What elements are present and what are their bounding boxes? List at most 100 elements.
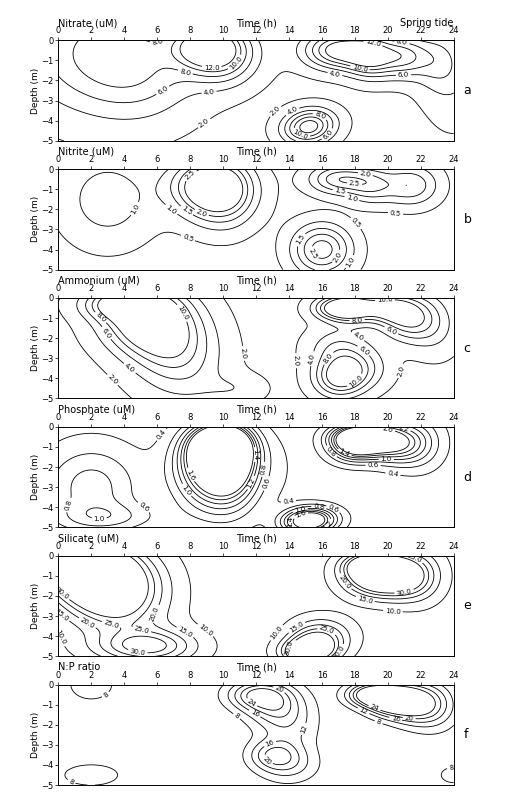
Text: 20.0: 20.0 <box>79 616 96 629</box>
Text: 12.0: 12.0 <box>365 38 381 48</box>
Text: 8: 8 <box>102 691 110 699</box>
Text: 1.5: 1.5 <box>334 187 346 195</box>
Y-axis label: Depth (m): Depth (m) <box>31 67 40 113</box>
Text: 0.8: 0.8 <box>64 499 74 511</box>
Text: 16: 16 <box>390 715 401 722</box>
Text: 0.5: 0.5 <box>350 217 362 229</box>
Text: 20.0: 20.0 <box>338 574 352 590</box>
Text: 10.0: 10.0 <box>176 305 189 321</box>
Text: 1.2: 1.2 <box>246 477 257 489</box>
Text: 1.0: 1.0 <box>346 194 358 203</box>
Text: 0.6: 0.6 <box>262 477 272 490</box>
Text: 2.0: 2.0 <box>359 170 372 178</box>
Text: 8: 8 <box>233 713 240 720</box>
Text: 6.0: 6.0 <box>101 327 112 339</box>
Text: 10.0: 10.0 <box>385 607 401 615</box>
Y-axis label: Depth (m): Depth (m) <box>31 196 40 243</box>
Text: 1.4: 1.4 <box>252 449 259 460</box>
Text: 6.0: 6.0 <box>357 345 370 356</box>
Text: N:P ratio: N:P ratio <box>58 662 100 672</box>
Text: 15.0: 15.0 <box>288 620 305 634</box>
Text: 6.0: 6.0 <box>322 128 334 141</box>
Text: 1.6: 1.6 <box>186 469 196 481</box>
Text: b: b <box>463 213 472 226</box>
Text: 2.0: 2.0 <box>396 365 405 377</box>
Text: 8.0: 8.0 <box>322 352 334 364</box>
Text: Time (h): Time (h) <box>236 662 276 672</box>
Text: 8.0: 8.0 <box>179 67 192 76</box>
Text: Nitrite (uM): Nitrite (uM) <box>58 147 115 157</box>
Text: 25.0: 25.0 <box>133 625 150 634</box>
Text: 8.0: 8.0 <box>351 317 363 324</box>
Text: 8: 8 <box>449 764 454 771</box>
Text: 1.2: 1.2 <box>321 519 333 531</box>
Text: 16: 16 <box>265 739 275 748</box>
Text: a: a <box>463 84 472 97</box>
Text: 10.0: 10.0 <box>348 374 364 389</box>
Text: 2.5: 2.5 <box>308 247 318 259</box>
Text: 1.4: 1.4 <box>287 515 294 527</box>
Text: 0.4: 0.4 <box>387 470 399 478</box>
Text: 0.6: 0.6 <box>327 504 340 514</box>
Text: 2.0: 2.0 <box>240 347 247 359</box>
Text: 0.6: 0.6 <box>137 501 150 513</box>
Text: 8: 8 <box>68 778 75 785</box>
Text: 4.0: 4.0 <box>329 70 341 78</box>
Text: Silicate (uM): Silicate (uM) <box>58 534 120 543</box>
Text: 4.0: 4.0 <box>352 331 364 342</box>
Text: 6.0: 6.0 <box>385 325 397 335</box>
Text: 0.8: 0.8 <box>313 504 325 511</box>
Text: 30.0: 30.0 <box>129 648 146 657</box>
Text: 24: 24 <box>246 698 257 708</box>
Text: 15.0: 15.0 <box>177 626 194 638</box>
Text: 4.0: 4.0 <box>203 89 215 96</box>
Text: 1.2: 1.2 <box>397 424 410 433</box>
Y-axis label: Depth (m): Depth (m) <box>31 583 40 629</box>
Text: 0.4: 0.4 <box>282 498 295 505</box>
Text: Time (h): Time (h) <box>236 147 276 157</box>
Text: 2.5: 2.5 <box>349 180 360 187</box>
Text: 4.0: 4.0 <box>124 362 136 374</box>
Text: 10.0: 10.0 <box>269 625 284 641</box>
Text: 8.0: 8.0 <box>396 38 408 46</box>
Text: 8: 8 <box>375 718 382 726</box>
Text: d: d <box>463 470 472 484</box>
Text: 1.0: 1.0 <box>381 456 392 462</box>
Text: 20: 20 <box>274 684 284 694</box>
Text: 0.4: 0.4 <box>156 428 167 441</box>
Text: 0.8: 0.8 <box>260 463 268 475</box>
Text: 8.0: 8.0 <box>151 37 163 45</box>
Text: 15.0: 15.0 <box>357 595 374 604</box>
Text: 10.0: 10.0 <box>377 297 393 304</box>
Text: 20.0: 20.0 <box>149 605 160 622</box>
Text: 0.6: 0.6 <box>368 462 379 469</box>
Text: 6.0: 6.0 <box>398 72 409 79</box>
Y-axis label: Depth (m): Depth (m) <box>31 711 40 758</box>
Text: 8.0: 8.0 <box>314 110 327 121</box>
Text: 1.4: 1.4 <box>338 448 351 458</box>
Text: Nitrate (uM): Nitrate (uM) <box>58 18 118 28</box>
Text: 1.0: 1.0 <box>345 256 356 269</box>
Text: 25.0: 25.0 <box>103 619 120 630</box>
Text: 20.0: 20.0 <box>333 645 346 661</box>
Text: 4.0: 4.0 <box>308 353 316 365</box>
Text: 20: 20 <box>262 755 273 765</box>
Text: Phosphate (uM): Phosphate (uM) <box>58 404 135 415</box>
Text: Time (h): Time (h) <box>236 534 276 543</box>
Text: Ammonium (uM): Ammonium (uM) <box>58 276 140 285</box>
Text: 10.0: 10.0 <box>351 63 368 73</box>
Text: 8.0: 8.0 <box>94 312 106 324</box>
Text: 16: 16 <box>249 709 260 718</box>
Text: 10.0: 10.0 <box>292 129 309 141</box>
Text: 10.0: 10.0 <box>54 629 67 646</box>
Text: 2.0: 2.0 <box>269 105 281 117</box>
Text: Spring tide: Spring tide <box>401 18 454 28</box>
Text: 1.0: 1.0 <box>181 484 192 496</box>
Text: 1.0: 1.0 <box>294 505 307 514</box>
Text: 10.0: 10.0 <box>229 56 243 71</box>
Text: 12: 12 <box>299 724 308 734</box>
Y-axis label: Depth (m): Depth (m) <box>31 325 40 371</box>
Text: Time (h): Time (h) <box>236 18 276 28</box>
Text: 0.8: 0.8 <box>325 446 337 458</box>
Text: 20: 20 <box>405 714 414 722</box>
